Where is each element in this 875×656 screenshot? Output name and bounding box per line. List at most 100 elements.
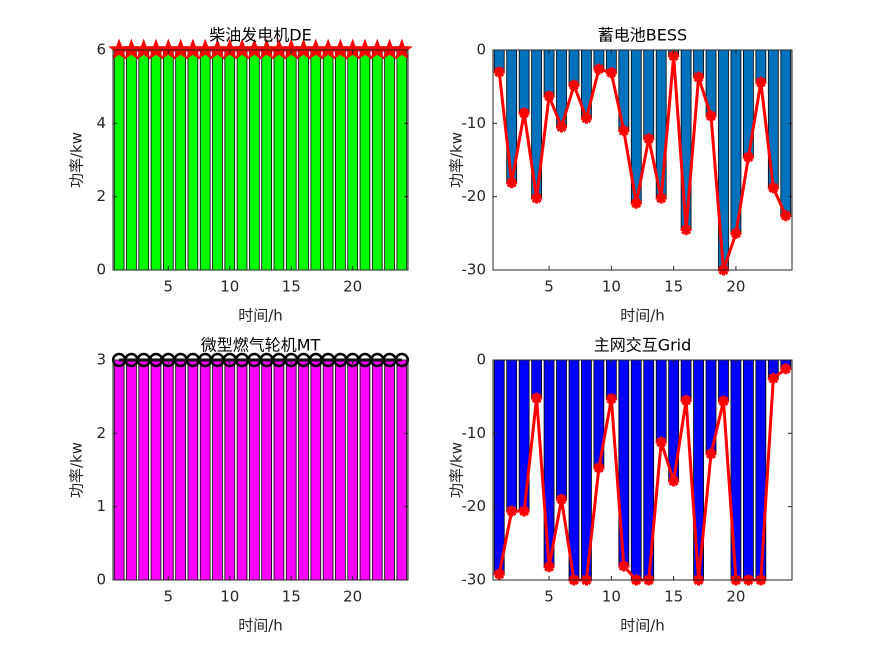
bar [371, 359, 383, 581]
bar [138, 359, 150, 581]
axes-box [492, 359, 793, 581]
bar [261, 359, 272, 581]
bar [199, 359, 211, 581]
bar [126, 49, 137, 271]
asterisk-marker [730, 227, 742, 239]
asterisk-marker [493, 568, 505, 580]
bar [285, 49, 297, 271]
y-tick-label: -20 [462, 187, 487, 205]
y-tick-label: 4 [96, 114, 106, 132]
bar [506, 359, 518, 512]
chart-title: 主网交互Grid [594, 336, 692, 355]
bar [371, 49, 383, 271]
bar [718, 359, 729, 402]
asterisk-marker [493, 66, 505, 78]
y-axis-label: 功率/kw [68, 442, 86, 498]
asterisk-marker [506, 177, 518, 189]
x-tick-label: 10 [602, 278, 621, 296]
bar [187, 49, 199, 271]
bar [150, 359, 162, 581]
x-axis-label: 时间/h [620, 617, 665, 635]
star-marker [390, 38, 413, 60]
bar [347, 359, 359, 581]
bar [261, 49, 272, 271]
y-tick-label: 0 [96, 261, 106, 279]
y-axis-label: 功率/kw [448, 442, 466, 498]
y-tick-label: -10 [462, 424, 487, 442]
y-tick-label: -30 [462, 571, 487, 589]
bar [493, 359, 505, 575]
bar [335, 359, 346, 581]
asterisk-marker [680, 394, 692, 406]
bar [396, 359, 408, 581]
asterisk-marker [643, 133, 655, 145]
y-axis-label: 功率/kw [448, 132, 466, 188]
bar [273, 359, 285, 581]
bar [743, 359, 754, 581]
asterisk-marker [518, 505, 530, 517]
bar [236, 359, 248, 581]
bar [335, 49, 346, 271]
x-tick-label: 20 [343, 278, 362, 296]
x-tick-label: 10 [220, 588, 239, 606]
bar [175, 49, 186, 271]
bar [310, 49, 322, 271]
bar [384, 359, 395, 581]
bar [249, 359, 260, 581]
asterisk-marker [543, 561, 555, 573]
x-tick-label: 10 [220, 278, 239, 296]
asterisk-marker [618, 560, 630, 572]
x-tick-label: 15 [664, 588, 683, 606]
bar [212, 359, 223, 581]
x-tick-label: 15 [282, 278, 301, 296]
asterisk-marker [618, 125, 630, 137]
bar [298, 49, 309, 271]
asterisk-marker [543, 90, 555, 102]
y-tick-label: -30 [462, 261, 487, 279]
subplot: -30 -20 -10 0 5 10 15 20 主网交互Grid 时间/h 功率/kw [448, 336, 793, 635]
bar [199, 49, 211, 271]
asterisk-marker [780, 363, 792, 375]
y-tick-label: 6 [96, 41, 106, 59]
x-axis-label: 时间/h [238, 617, 283, 635]
bar [113, 49, 125, 271]
bar [543, 49, 555, 97]
bar [396, 49, 408, 271]
bar [224, 359, 236, 581]
bar [359, 49, 371, 271]
bar [138, 49, 150, 271]
axes-box [112, 359, 409, 581]
bar [780, 49, 792, 217]
bar [384, 49, 395, 271]
x-tick-label: 5 [164, 588, 174, 606]
x-tick-label: 5 [544, 588, 554, 606]
bar [150, 49, 162, 271]
y-tick-label: 1 [96, 497, 106, 515]
y-tick-label: -20 [462, 497, 487, 515]
bar [187, 359, 199, 581]
bar [249, 49, 260, 271]
asterisk-marker [693, 71, 705, 83]
x-tick-label: 5 [164, 278, 174, 296]
y-tick-label: -10 [462, 114, 487, 132]
bar [347, 49, 359, 271]
asterisk-marker [742, 151, 754, 163]
asterisk-marker [668, 475, 680, 487]
plot-area [111, 352, 410, 581]
bar [162, 359, 174, 581]
subplot: 0 2 4 6 5 10 15 20 柴油发电机DE 时间/h 功率/kw [68, 26, 413, 325]
bar [680, 359, 692, 401]
asterisk-marker [506, 505, 518, 517]
x-tick-label: 20 [343, 588, 362, 606]
chart-title: 蓄电池BESS [598, 26, 687, 45]
asterisk-marker [580, 112, 592, 124]
bar [518, 49, 530, 114]
asterisk-marker [605, 393, 617, 405]
bar [212, 49, 223, 271]
asterisk-marker [705, 448, 717, 460]
asterisk-marker [568, 79, 580, 91]
asterisk-marker [605, 67, 617, 79]
y-tick-label: 0 [476, 41, 486, 59]
bar [298, 359, 309, 581]
